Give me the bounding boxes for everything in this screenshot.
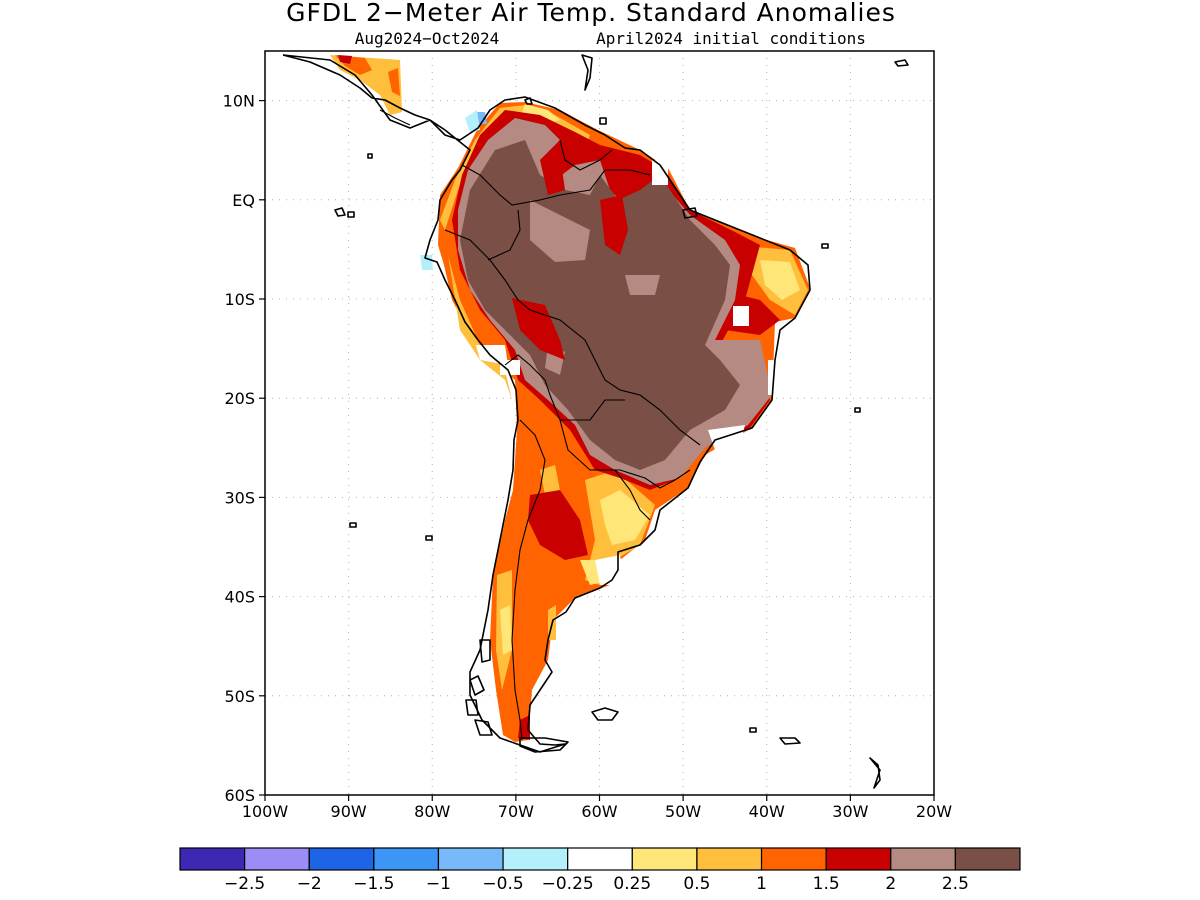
colorbar-swatch (373, 847, 440, 871)
period-label: Aug2024−Oct2024 (355, 29, 500, 48)
continent-coastline (282, 54, 811, 753)
y-tick-label: 10S (224, 290, 255, 309)
colorbar-swatch (308, 847, 375, 871)
colorbar-label: 1 (756, 874, 767, 894)
colorbar-label: 0.25 (613, 874, 651, 894)
y-tick-label: 30S (224, 488, 255, 507)
map-plot-area (265, 51, 934, 795)
x-tick-label: 70W (498, 802, 534, 821)
colorbar-label: −0.25 (542, 874, 594, 894)
colorbar-swatch (631, 847, 698, 871)
y-tick-label: EQ (232, 191, 255, 210)
y-tick-label: 10N (223, 92, 255, 111)
colorbar-label: −2 (297, 874, 322, 894)
x-tick-label: 90W (331, 802, 367, 821)
colorbar-swatch (437, 847, 504, 871)
colorbar-label: −1.5 (353, 874, 394, 894)
x-tick-label: 50W (665, 802, 701, 821)
y-tick-label: 50S (224, 687, 255, 706)
anomaly-shading (330, 55, 810, 742)
colorbar-swatch (567, 847, 633, 871)
colorbar-label: −2.5 (224, 874, 265, 894)
colorbar-swatch (502, 847, 569, 871)
falkland-islands (591, 707, 619, 721)
y-tick-label: 40S (224, 588, 255, 607)
colorbar-swatch (760, 847, 827, 871)
galapagos-islands (334, 207, 346, 217)
latitude-axis: 10N EQ 10S 20S 30S 40S 50S 60S (223, 92, 265, 805)
longitude-axis: 100W 90W 80W 70W 60W 50W 40W 30W 20W (242, 795, 952, 821)
country-borders (379, 109, 701, 741)
colorbar-label: 0.5 (683, 874, 710, 894)
colorbar-label: 2 (885, 874, 896, 894)
colorbar-swatch (890, 847, 956, 871)
y-tick-label: 60S (224, 786, 255, 805)
x-tick-label: 80W (414, 802, 450, 821)
map-title: GFDL 2−Meter Air Temp. Standard Anomalie… (286, 0, 896, 27)
colorbar-swatch (696, 847, 763, 871)
colorbar-swatch (954, 847, 1021, 871)
colorbar-swatch (825, 847, 892, 871)
x-tick-label: 40W (749, 802, 785, 821)
colorbar-swatch (179, 847, 246, 871)
colorbar-legend: −2.5 −2 −1.5 −1 −0.5 −0.25 0.25 0.5 1 1.5 2 2.5 (179, 847, 1021, 894)
south-georgia (779, 737, 801, 745)
initial-conditions-label: April2024 initial conditions (596, 29, 866, 48)
colorbar-label: 1.5 (813, 874, 840, 894)
colorbar-label: −0.5 (482, 874, 523, 894)
y-tick-label: 20S (224, 389, 255, 408)
x-tick-label: 30W (832, 802, 868, 821)
colorbar-label: −1 (426, 874, 451, 894)
x-tick-label: 100W (242, 802, 289, 821)
colorbar-swatch (244, 847, 310, 871)
coastlines (282, 54, 909, 789)
colorbar-label: 2.5 (942, 874, 969, 894)
x-tick-label: 60W (581, 802, 617, 821)
x-tick-label: 20W (916, 802, 952, 821)
